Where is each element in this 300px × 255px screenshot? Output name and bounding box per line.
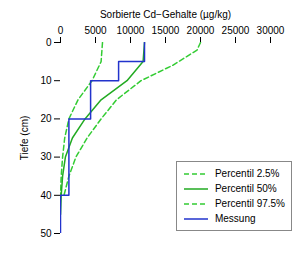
svg-text:50: 50: [40, 228, 52, 239]
svg-text:0: 0: [46, 37, 52, 48]
html-text:Percentil 50%: Percentil 50%: [215, 183, 277, 194]
html-text:Percentil 2.5%: Percentil 2.5%: [215, 168, 280, 179]
svg-text:20000: 20000: [187, 25, 215, 36]
svg-text:30000: 30000: [257, 25, 285, 36]
svg-text:0: 0: [58, 25, 64, 36]
svg-text:30: 30: [40, 151, 52, 162]
html-text:Percentil 97.5%: Percentil 97.5%: [215, 198, 285, 209]
svg-text:10000: 10000: [117, 25, 145, 36]
svg-text:15000: 15000: [152, 25, 180, 36]
svg-text:Tiefe (cm): Tiefe (cm): [19, 116, 30, 161]
svg-text:25000: 25000: [222, 25, 250, 36]
html-text:Messung: Messung: [215, 213, 256, 224]
svg-text:40: 40: [40, 190, 52, 201]
svg-text:Sorbierte Cd−Gehalte (µg/kg): Sorbierte Cd−Gehalte (µg/kg): [100, 9, 231, 20]
svg-text:10: 10: [40, 75, 52, 86]
svg-text:20: 20: [40, 113, 52, 124]
svg-text:5000: 5000: [84, 25, 107, 36]
